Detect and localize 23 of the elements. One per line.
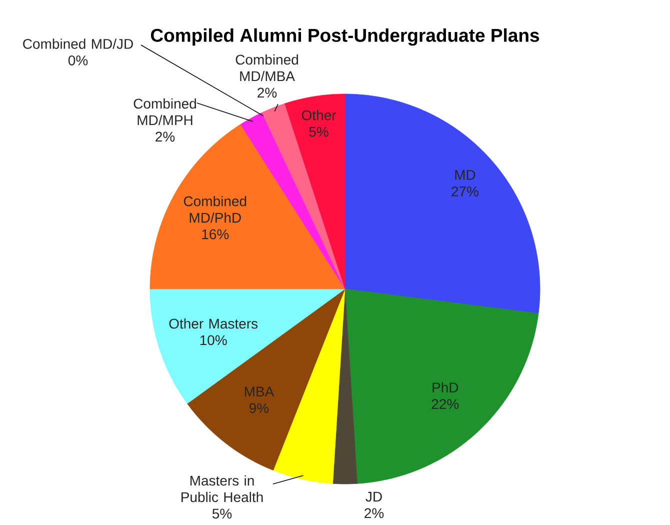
slice-label: MBA xyxy=(244,386,274,396)
category-label: Combined MD/JD xyxy=(23,38,133,49)
slice-label: Masters in Public Health xyxy=(182,475,263,502)
data-label: 9% xyxy=(249,403,269,414)
slice-label: Combined MD/PhD xyxy=(184,196,246,223)
slice-label: MD xyxy=(455,170,476,180)
slice-label: Other xyxy=(302,110,336,120)
data-label: 27% xyxy=(452,186,478,196)
slice-label: PhD xyxy=(432,382,458,392)
text: 0% xyxy=(68,55,88,66)
data-label: 2% xyxy=(258,88,277,98)
chart-title: Compiled Alumni Post-Undergraduate Plans xyxy=(150,28,540,46)
data-label: 2% xyxy=(156,132,175,142)
data-label: 5% xyxy=(212,508,232,519)
slice-label: Combined MD/MPH xyxy=(134,98,196,126)
data-label: 10% xyxy=(200,335,227,346)
slice-label: Other Masters xyxy=(169,318,258,329)
slice-label: JD xyxy=(366,492,382,502)
data-label: 2% xyxy=(364,508,384,518)
slice-label: Combined MD/MBA xyxy=(236,54,298,82)
data-label: 22% xyxy=(432,399,459,409)
data-label: 16% xyxy=(202,229,229,240)
data-label: 5% xyxy=(309,126,328,137)
